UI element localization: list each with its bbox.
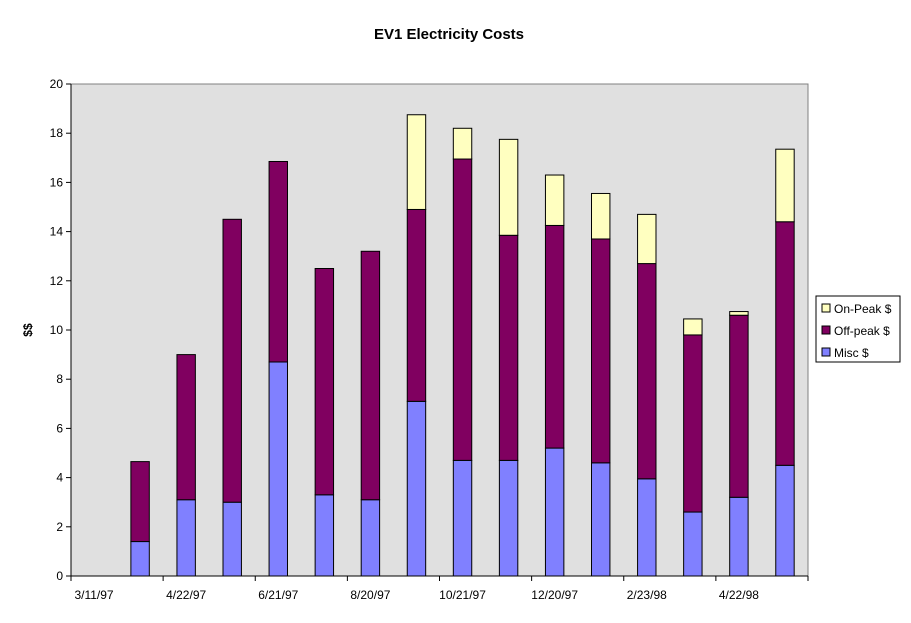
bar-misc [222,501,242,577]
bar-on-peak [591,192,611,240]
chart-title: EV1 Electricity Costs [374,26,524,43]
bar-off-peak [637,263,657,480]
bar-misc [176,499,196,577]
legend-swatch [821,347,831,357]
bar-misc [268,361,288,577]
legend-swatch [821,303,831,313]
bar-misc [637,478,657,577]
y-tick-label: 20 [50,77,64,91]
bar-misc [775,464,795,577]
bar-on-peak [406,114,427,210]
legend-label: Misc $ [834,346,869,360]
y-tick-label: 14 [50,225,64,239]
x-tick-label: 4/22/97 [166,588,206,602]
bar-misc [544,447,565,577]
legend-label: Off-peak $ [834,324,890,338]
legend-label: On-Peak $ [834,302,892,316]
x-tick-label: 2/23/98 [627,588,667,602]
bar-off-peak [406,208,427,402]
bar-off-peak [314,268,335,496]
y-axis-label: $$ [21,323,35,337]
x-tick-label: 8/20/97 [350,588,390,602]
bar-on-peak [498,138,519,236]
bar-off-peak [498,234,519,461]
y-axis: 0 2 4 6 8 10 12 14 16 18 20 [50,77,72,583]
bar-misc [130,541,150,577]
x-tick-label: 10/21/97 [439,588,486,602]
bars [130,114,795,577]
bar-off-peak [176,354,196,501]
legend-swatch [821,325,831,335]
bar-off-peak [544,224,565,449]
bar-off-peak [683,334,703,513]
bar-misc [452,459,473,577]
bar-on-peak [452,127,473,160]
bar-off-peak [268,160,288,363]
y-tick-label: 18 [50,126,64,140]
y-tick-label: 4 [56,471,63,485]
y-tick-label: 2 [56,520,63,534]
bar-off-peak [130,461,150,543]
bar-on-peak [729,311,749,316]
bar-off-peak [360,250,381,501]
bar-misc [360,499,381,577]
y-tick-label: 16 [50,175,64,189]
x-axis: 3/11/97 4/22/97 6/21/97 8/20/97 10/21/97 12/2… [70,575,809,602]
y-tick-label: 0 [56,569,63,583]
legend: On-Peak $ Off-peak $ Misc $ [815,295,901,363]
bar-on-peak [637,213,657,265]
bar-off-peak [591,238,611,464]
y-tick-label: 10 [50,323,64,337]
x-tick-label: 4/22/98 [719,588,759,602]
bar-misc [729,496,749,577]
y-tick-label: 8 [56,372,63,386]
x-tick-label: 6/21/97 [258,588,298,602]
bar-on-peak [544,174,565,226]
x-tick-label: 12/20/97 [531,588,578,602]
y-tick-label: 6 [56,421,63,435]
bar-off-peak [729,314,749,498]
y-tick-label: 12 [50,274,64,288]
bar-misc [406,400,427,577]
bar-on-peak [683,318,703,336]
bar-off-peak [775,221,795,466]
x-tick-label: 3/11/97 [74,588,113,602]
bar-misc [591,462,611,577]
bar-misc [498,459,519,577]
bar-on-peak [775,148,795,223]
bar-misc [683,511,703,577]
bar-off-peak [452,158,473,461]
bar-misc [314,494,335,577]
bar-off-peak [222,218,242,503]
